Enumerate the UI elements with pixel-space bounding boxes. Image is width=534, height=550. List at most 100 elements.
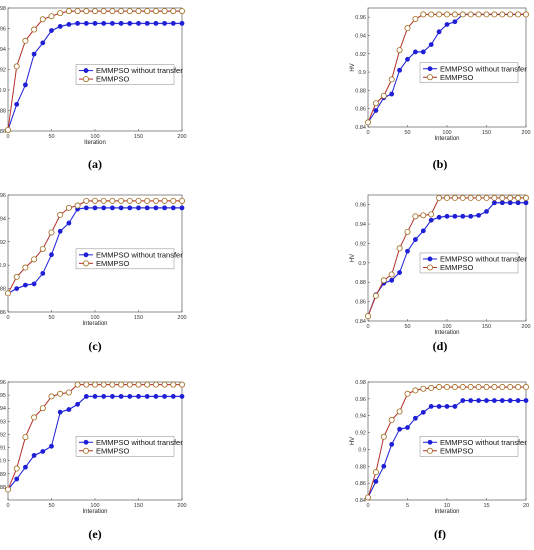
data-point xyxy=(388,416,395,423)
y-tick-label: 0.92 xyxy=(355,431,366,437)
y-tick-label: 0.88 xyxy=(0,287,6,293)
data-point xyxy=(57,228,63,234)
y-tick-label: 0.94 xyxy=(0,47,6,53)
data-point xyxy=(74,8,81,15)
data-point xyxy=(13,273,20,280)
data-point xyxy=(396,47,403,54)
y-axis-label: HV xyxy=(350,437,356,445)
data-point xyxy=(420,409,426,415)
x-tick-label: 0 xyxy=(6,134,9,140)
data-point xyxy=(126,8,133,15)
data-point xyxy=(428,211,435,218)
data-point xyxy=(436,11,443,18)
data-point xyxy=(428,384,435,391)
data-point xyxy=(420,228,426,234)
data-point xyxy=(92,205,98,211)
data-point xyxy=(83,205,89,211)
data-point xyxy=(523,398,529,403)
data-point xyxy=(515,11,522,18)
data-point xyxy=(39,405,46,412)
data-point xyxy=(48,13,55,20)
x-axis-label: Interation xyxy=(82,509,107,515)
x-tick-label: 50 xyxy=(404,130,410,136)
y-tick-label: 0.9 xyxy=(358,447,366,453)
data-point xyxy=(459,384,466,391)
data-point xyxy=(22,282,28,288)
panel-caption: (b) xyxy=(433,157,448,171)
y-axis-label: HV xyxy=(350,254,356,262)
data-point xyxy=(523,200,529,206)
data-point xyxy=(380,277,387,284)
legend-entry: EMMPSO without transfer xyxy=(96,66,183,75)
x-tick-label: 0 xyxy=(6,315,9,321)
data-point xyxy=(118,205,124,211)
series-line xyxy=(7,200,182,294)
data-point xyxy=(40,449,46,454)
x-tick-label: 50 xyxy=(48,315,54,321)
data-point xyxy=(83,197,90,204)
legend-entry: EMMPSO without transfer xyxy=(440,255,527,264)
x-axis-label: Iteration xyxy=(84,140,106,146)
y-tick-label: 0.86 xyxy=(355,107,366,113)
legend-box xyxy=(75,436,175,457)
y-tick-label: 0.98 xyxy=(355,380,366,386)
data-point xyxy=(499,398,505,403)
data-point xyxy=(460,398,466,403)
data-point xyxy=(31,414,38,421)
data-point xyxy=(161,8,168,15)
data-point xyxy=(389,277,395,283)
data-point xyxy=(31,256,38,263)
data-point xyxy=(404,390,411,397)
data-point xyxy=(31,51,37,57)
data-point xyxy=(443,11,450,18)
y-axis-label: HV xyxy=(350,63,356,71)
data-point xyxy=(5,486,11,493)
y-tick-label: 0.84 xyxy=(355,125,366,131)
legend-entry: EMMPSO without transfer xyxy=(440,438,527,447)
legend-swatch-marker xyxy=(426,264,433,271)
data-point xyxy=(75,20,80,26)
data-point xyxy=(14,101,20,107)
data-point xyxy=(22,464,28,470)
data-point xyxy=(144,197,151,204)
data-point xyxy=(126,381,133,388)
data-point xyxy=(49,252,54,258)
data-point xyxy=(109,8,116,15)
data-point xyxy=(436,214,442,220)
data-point xyxy=(126,197,133,204)
data-point xyxy=(83,394,89,399)
data-point xyxy=(491,398,497,403)
data-point xyxy=(475,384,482,391)
data-point xyxy=(100,197,107,204)
data-point xyxy=(92,394,98,399)
data-point xyxy=(412,237,418,242)
data-point xyxy=(22,434,29,441)
data-point xyxy=(484,398,489,403)
data-point xyxy=(153,205,159,211)
x-tick-label: 200 xyxy=(177,315,186,321)
data-point xyxy=(372,100,379,107)
data-point xyxy=(507,384,514,391)
x-tick-label: 150 xyxy=(134,134,143,140)
data-point xyxy=(412,49,418,55)
y-tick-label: 0.86 xyxy=(355,481,366,487)
y-tick-label: 0.96 xyxy=(355,15,366,21)
data-point xyxy=(444,22,450,27)
y-tick-label: 0.9 xyxy=(0,263,6,269)
data-point xyxy=(364,119,371,126)
data-point xyxy=(499,11,506,18)
data-point xyxy=(118,381,125,388)
x-tick-label: 15 xyxy=(483,503,489,509)
x-tick-label: 100 xyxy=(442,130,451,136)
x-tick-label: 200 xyxy=(521,324,530,330)
data-point xyxy=(420,385,427,392)
legend-swatch-marker xyxy=(83,68,89,73)
data-point xyxy=(152,197,159,204)
data-point xyxy=(444,213,450,219)
data-point xyxy=(515,194,522,201)
y-tick-label: 0.94 xyxy=(355,414,366,420)
y-tick-label: 0.88 xyxy=(355,88,366,94)
data-point xyxy=(372,469,379,476)
data-point xyxy=(39,16,46,23)
